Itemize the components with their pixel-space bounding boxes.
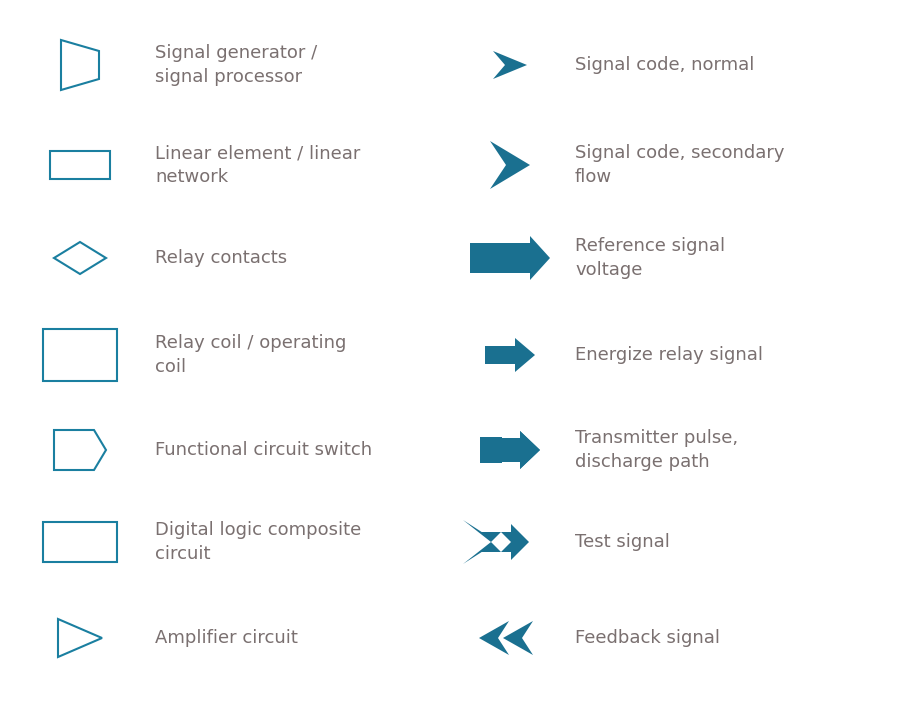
- Bar: [43, 522, 117, 562]
- Text: Reference signal
voltage: Reference signal voltage: [575, 237, 725, 279]
- Text: Relay coil / operating
coil: Relay coil / operating coil: [155, 334, 346, 376]
- Polygon shape: [480, 431, 540, 469]
- Text: Transmitter pulse,
discharge path: Transmitter pulse, discharge path: [575, 429, 738, 471]
- Bar: [43, 329, 117, 381]
- Bar: [50, 151, 110, 179]
- Text: Digital logic composite
circuit: Digital logic composite circuit: [155, 521, 361, 562]
- Bar: [480, 438, 502, 462]
- Polygon shape: [463, 520, 491, 542]
- Polygon shape: [479, 621, 509, 655]
- Polygon shape: [463, 542, 491, 564]
- Text: Signal generator /
signal processor: Signal generator / signal processor: [155, 44, 318, 86]
- Polygon shape: [490, 141, 530, 189]
- Text: Test signal: Test signal: [575, 533, 670, 551]
- Polygon shape: [491, 532, 511, 552]
- Text: Linear element / linear
network: Linear element / linear network: [155, 144, 361, 186]
- Text: Signal code, secondary
flow: Signal code, secondary flow: [575, 144, 785, 186]
- Polygon shape: [493, 51, 527, 79]
- Text: Relay contacts: Relay contacts: [155, 249, 287, 267]
- Polygon shape: [485, 338, 535, 372]
- Polygon shape: [491, 524, 529, 560]
- Polygon shape: [480, 431, 540, 469]
- Text: Amplifier circuit: Amplifier circuit: [155, 629, 298, 647]
- Text: Functional circuit switch: Functional circuit switch: [155, 441, 372, 459]
- Polygon shape: [503, 621, 533, 655]
- Polygon shape: [470, 236, 550, 280]
- Text: Energize relay signal: Energize relay signal: [575, 346, 763, 364]
- Text: Signal code, normal: Signal code, normal: [575, 56, 754, 74]
- Text: Feedback signal: Feedback signal: [575, 629, 720, 647]
